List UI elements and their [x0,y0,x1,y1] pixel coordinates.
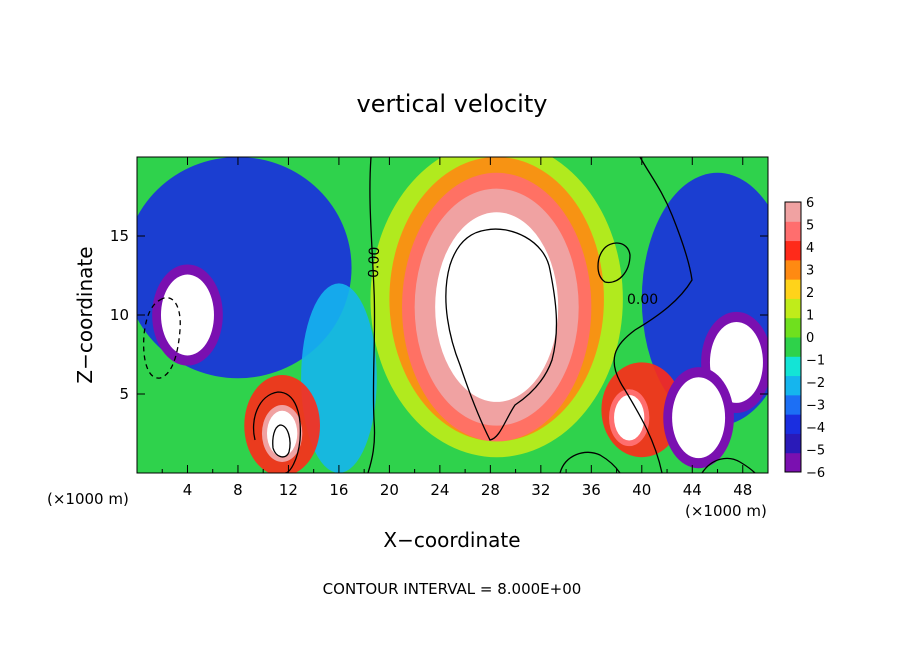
colorbar-tick-label: 0 [806,331,814,346]
colorbar-swatch [785,240,801,261]
x-tick-label: 20 [380,481,399,499]
colorbar: 6 5 4 3 2 1 0 −1 −2 −3 −4 −5 −6 [784,196,825,481]
y-tick-label: 15 [110,227,129,245]
downdraft-contour-dashed [142,297,181,379]
colorbar-swatch [785,221,801,242]
contour-label-right: 0.00 [627,292,658,308]
x-axis-label: X−coordinate [383,528,520,552]
colorbar-tick-label: −6 [806,466,825,481]
field-saturated-updraft [435,212,559,402]
colorbar-tick-label: 6 [806,196,814,211]
x-tick-label: 44 [683,481,702,499]
field-saturated-updraft [614,394,645,441]
colorbar-swatch [785,452,801,473]
x-tick-label: 8 [233,481,243,499]
x-tick-label: 4 [183,481,193,499]
contour-interval-footer: CONTOUR INTERVAL = 8.000E+00 [323,580,582,598]
field-saturated-downdraft [672,377,726,459]
colorbar-tick-label: −3 [806,399,825,414]
lower-contour-3 [701,457,756,473]
colorbar-swatch [785,375,801,396]
x-unit-left: (×1000 m) [47,490,129,508]
colorbar-tick-label: −1 [806,354,825,369]
x-tick-label: 24 [430,481,449,499]
colorbar-tick-label: 4 [806,241,814,256]
zero-contour-loop [597,242,631,284]
chart-title: vertical velocity [357,90,548,118]
colorbar-swatch [785,279,801,299]
colorbar-tick-label: −5 [806,444,825,459]
colorbar-swatch [785,337,801,357]
contour-lines [142,157,756,473]
zero-contour-right [613,157,693,473]
lower-contour-2 [559,451,621,473]
colorbar-tick-label: −4 [806,421,825,436]
x-tick-label: 12 [279,481,298,499]
y-tick-label: 5 [119,385,129,403]
colorbar-tick-label: 3 [806,264,814,279]
field-saturated-updraft [266,410,298,457]
field-saturated-downdraft [160,274,214,356]
colorbar-swatch [785,414,801,434]
x-tick-label: 16 [329,481,348,499]
lower-contour-1 [252,391,302,473]
plot-area: 0.00 0.00 [137,157,768,473]
zero-contour-left [367,157,376,473]
colorbar-swatch [785,317,801,338]
y-axis-label: Z−coordinate [73,246,97,383]
x-tick-label: 48 [733,481,752,499]
colorbar-swatch [785,356,801,377]
x-tick-label: 36 [582,481,601,499]
contour-label-left: 0.00 [366,246,383,278]
x-tick-label: 40 [632,481,651,499]
y-tick-label: 10 [110,306,129,324]
colorbar-swatch [785,298,801,319]
x-tick-label: 32 [531,481,550,499]
updraft-core-contour [445,228,558,441]
x-axis: 4 8 12 16 20 24 28 32 36 40 44 48 [161,157,752,499]
x-tick-label: 28 [481,481,500,499]
x-unit-right: (×1000 m) [685,502,767,520]
small-updraft-contour [272,424,291,458]
colorbar-swatch [785,202,801,222]
colorbar-tick-label: 2 [806,286,814,301]
colorbar-tick-label: 5 [806,219,814,234]
field-band [301,283,377,473]
colorbar-swatch [785,394,801,415]
y-axis: 5 10 15 [110,227,768,403]
colorbar-tick-label: 1 [806,309,814,324]
colorbar-swatch [785,433,801,454]
colorbar-frame [784,201,802,473]
colorbar-swatch [785,259,801,280]
colorbar-tick-label: −2 [806,376,825,391]
